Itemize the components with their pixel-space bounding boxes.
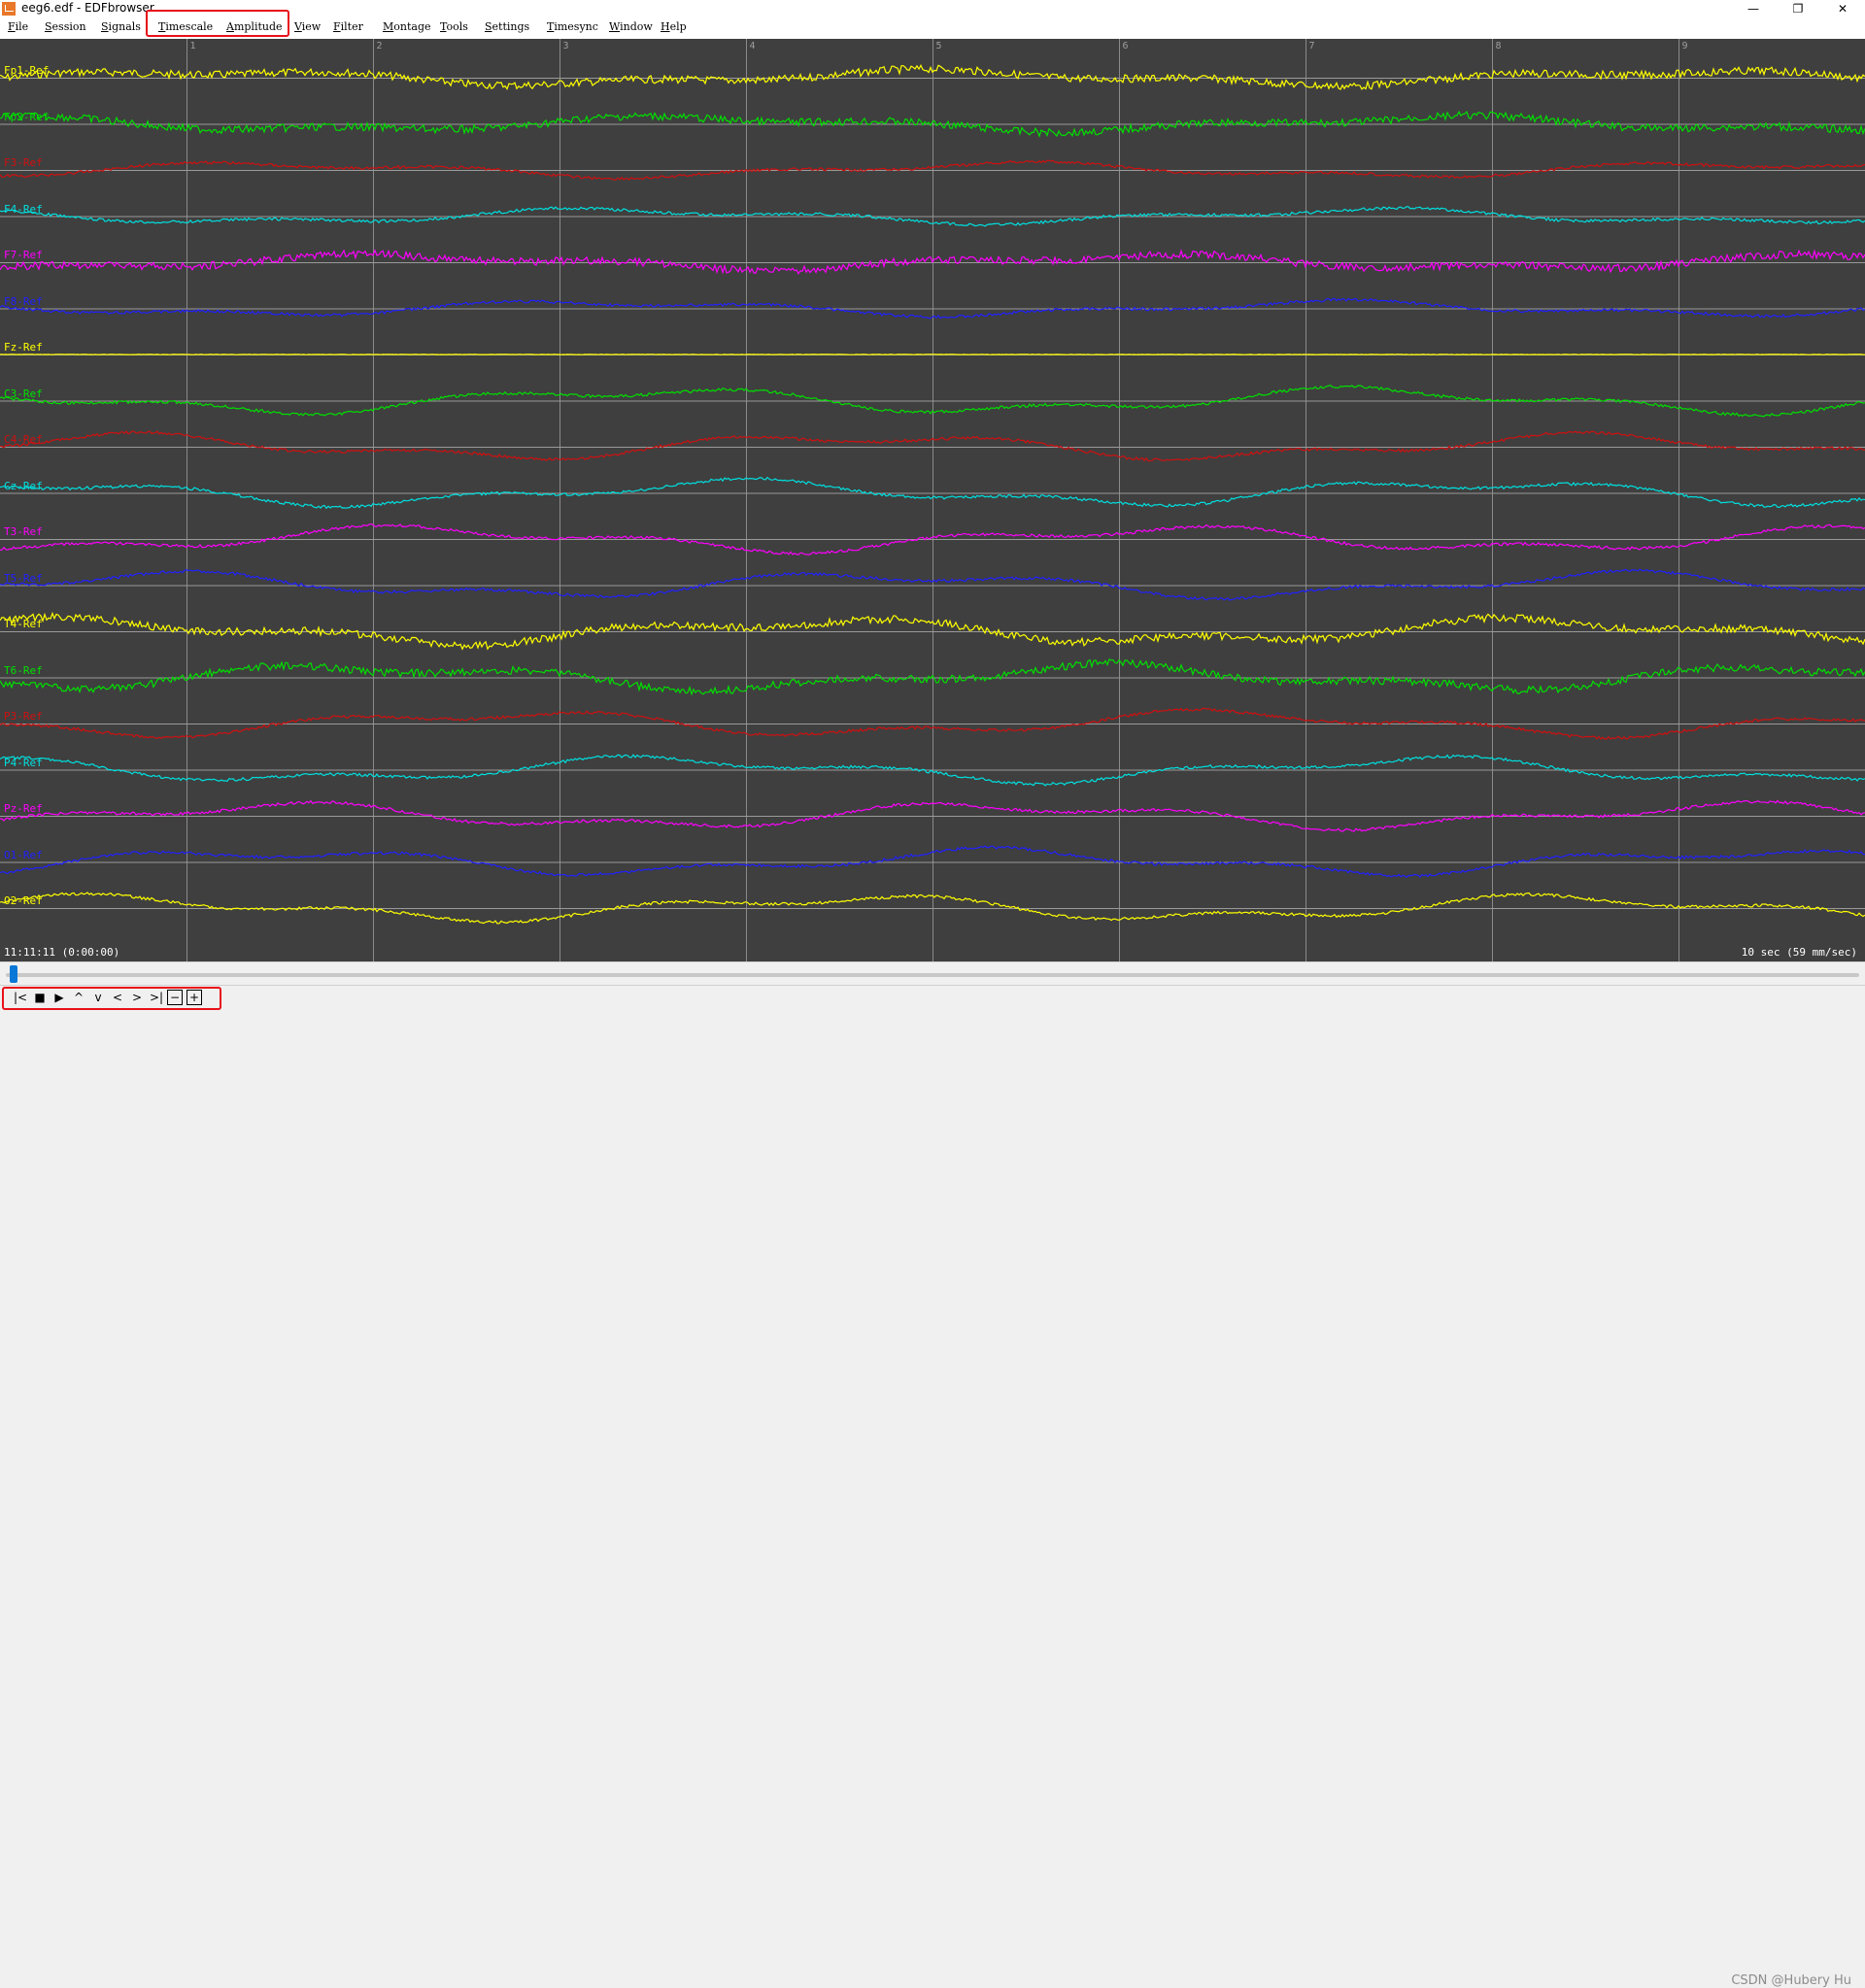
- time-start-readout: 11:11:11 (0:00:00): [4, 946, 119, 959]
- menu-help[interactable]: Help: [661, 20, 687, 33]
- channel-label[interactable]: T6-Ref: [4, 664, 43, 677]
- second-tick-label: 1: [190, 41, 196, 51]
- channel-label[interactable]: F8-Ref: [4, 295, 43, 308]
- menu-file[interactable]: File: [8, 20, 28, 33]
- channel-label[interactable]: T3-Ref: [4, 525, 43, 538]
- second-tick-label: 9: [1682, 41, 1688, 51]
- second-tick-label: 5: [936, 41, 942, 51]
- menu-window[interactable]: Window: [609, 20, 653, 33]
- second-tick-label: 7: [1309, 41, 1315, 51]
- menu-montage[interactable]: Montage: [383, 20, 431, 33]
- channel-label[interactable]: F7-Ref: [4, 249, 43, 261]
- watermark: CSDN @Hubery Hu: [1731, 1973, 1851, 1988]
- channel-label[interactable]: P3-Ref: [4, 710, 43, 723]
- playback-toolbar: |< ■ ▶ ^ v < > >| − + CSDN @Hubery Hu: [0, 985, 1865, 1010]
- signal-canvas[interactable]: [0, 39, 1865, 961]
- channel-label[interactable]: C3-Ref: [4, 387, 43, 400]
- menu-tools[interactable]: Tools: [440, 20, 468, 33]
- channel-label[interactable]: O2-Ref: [4, 894, 43, 907]
- channel-label[interactable]: Fz-Ref: [4, 341, 43, 354]
- channel-label[interactable]: O1-Ref: [4, 849, 43, 861]
- second-tick-label: 4: [750, 41, 756, 51]
- menu-filter[interactable]: Filter: [333, 20, 363, 33]
- menu-bar: File Session Signals Timescale Amplitude…: [0, 17, 1865, 39]
- menu-signals[interactable]: Signals: [101, 20, 141, 33]
- minimize-button[interactable]: —: [1731, 0, 1776, 17]
- toolbar-highlight-box: [2, 987, 221, 1010]
- close-button[interactable]: ✕: [1820, 0, 1865, 17]
- channel-label[interactable]: T5-Ref: [4, 572, 43, 585]
- horizontal-scrollbar[interactable]: [0, 961, 1865, 986]
- menu-settings[interactable]: Settings: [485, 20, 529, 33]
- menu-session[interactable]: Session: [45, 20, 86, 33]
- menu-view[interactable]: View: [294, 20, 321, 33]
- channel-label[interactable]: P4-Ref: [4, 757, 43, 769]
- channel-label[interactable]: F3-Ref: [4, 156, 43, 169]
- time-scale-readout: 10 sec (59 mm/sec): [1742, 946, 1857, 959]
- second-tick-label: 6: [1123, 41, 1129, 51]
- channel-label[interactable]: C4-Ref: [4, 433, 43, 446]
- window-title: eeg6.edf - EDFbrowser: [21, 1, 154, 15]
- second-tick-label: 2: [377, 41, 383, 51]
- menu-highlight-box: [146, 10, 289, 37]
- channel-label[interactable]: T4-Ref: [4, 618, 43, 630]
- app-icon: [2, 2, 16, 16]
- channel-label[interactable]: F4-Ref: [4, 203, 43, 216]
- restore-button[interactable]: ❐: [1776, 0, 1820, 17]
- channel-label[interactable]: Fp1-Ref: [4, 64, 49, 77]
- channel-label[interactable]: Pz-Ref: [4, 802, 43, 815]
- channel-label[interactable]: Fp2-Ref: [4, 111, 49, 123]
- signal-viewer[interactable]: 1 2 3 4 5 6 7 8 9 Fp1-Ref Fp2-Ref F3-Ref F4-Ref F7-Re…: [0, 39, 1865, 961]
- channel-label[interactable]: Cz-Ref: [4, 480, 43, 492]
- second-tick-label: 3: [563, 41, 569, 51]
- scroll-track[interactable]: [6, 973, 1859, 977]
- scroll-thumb[interactable]: [10, 965, 17, 983]
- menu-timesync[interactable]: Timesync: [547, 20, 598, 33]
- second-tick-label: 8: [1496, 41, 1502, 51]
